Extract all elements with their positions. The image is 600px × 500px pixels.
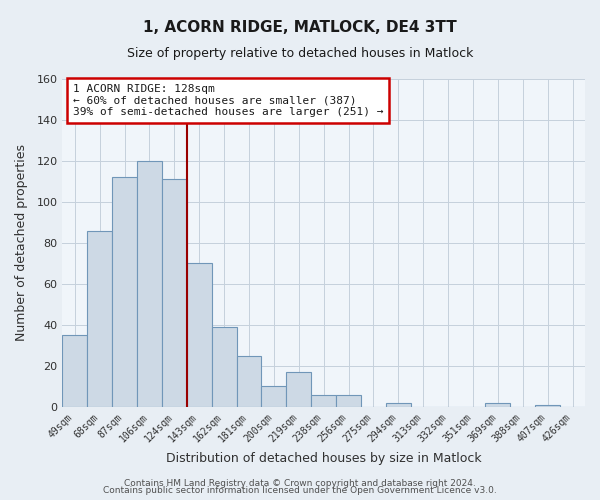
Text: 1 ACORN RIDGE: 128sqm
← 60% of detached houses are smaller (387)
39% of semi-det: 1 ACORN RIDGE: 128sqm ← 60% of detached … xyxy=(73,84,383,117)
Bar xyxy=(137,161,162,407)
Y-axis label: Number of detached properties: Number of detached properties xyxy=(15,144,28,342)
Bar xyxy=(311,394,336,407)
Bar xyxy=(336,394,361,407)
Text: Size of property relative to detached houses in Matlock: Size of property relative to detached ho… xyxy=(127,48,473,60)
Text: 1, ACORN RIDGE, MATLOCK, DE4 3TT: 1, ACORN RIDGE, MATLOCK, DE4 3TT xyxy=(143,20,457,35)
Bar xyxy=(386,402,411,407)
Text: Contains public sector information licensed under the Open Government Licence v3: Contains public sector information licen… xyxy=(103,486,497,495)
Bar xyxy=(87,230,112,407)
Text: Contains HM Land Registry data © Crown copyright and database right 2024.: Contains HM Land Registry data © Crown c… xyxy=(124,478,476,488)
Bar xyxy=(286,372,311,407)
X-axis label: Distribution of detached houses by size in Matlock: Distribution of detached houses by size … xyxy=(166,452,481,465)
Bar xyxy=(212,327,236,407)
Bar xyxy=(187,264,212,407)
Bar xyxy=(236,356,262,407)
Bar xyxy=(162,180,187,407)
Bar xyxy=(112,178,137,407)
Bar xyxy=(62,335,87,407)
Bar xyxy=(262,386,286,407)
Bar xyxy=(535,405,560,407)
Bar xyxy=(485,402,511,407)
